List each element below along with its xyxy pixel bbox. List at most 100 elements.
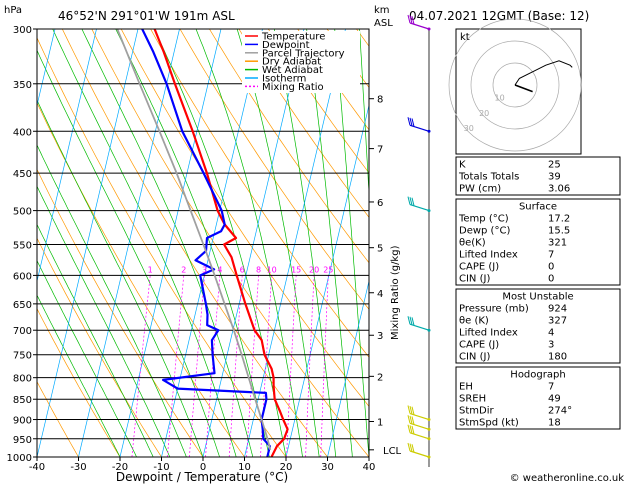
table-box	[455, 156, 621, 196]
unstable-row-value: 327	[548, 316, 567, 327]
wet-adiabat-line	[37, 49, 220, 457]
hodograph: 10 20 30 kt	[448, 18, 582, 152]
isotherm-line	[37, 29, 97, 283]
surface-row-label: Lifted Index	[459, 250, 518, 261]
temperature-line	[153, 29, 289, 457]
pressure-tick-label: 450	[13, 169, 32, 180]
index-row-label: K	[459, 160, 466, 171]
wind-barb-flag	[411, 16, 415, 25]
legend-label: Parcel Trajectory	[262, 48, 345, 59]
surface-row-value: 17.2	[548, 214, 570, 225]
wind-barb-flag	[409, 415, 413, 425]
wind-barb-flag	[407, 442, 411, 452]
wind-barb-dot	[427, 27, 431, 31]
surface-row-value: 0	[548, 274, 554, 285]
index-row-label: Totals Totals	[458, 172, 519, 183]
pressure-tick-label: 750	[13, 351, 32, 362]
surface-row-label: Dewp (°C)	[459, 226, 510, 237]
surface-row-value: 0	[548, 262, 554, 273]
wind-barb-flag	[409, 443, 413, 452]
pressure-tick-label: 500	[13, 207, 32, 218]
temperature-tick-label: 30	[321, 462, 334, 473]
wind-barb-shaft	[409, 323, 430, 331]
km-tick-label: 4	[377, 289, 383, 300]
wind-barb-shaft	[409, 450, 430, 458]
wind-barb-flag	[411, 118, 415, 127]
km-tick-label: 8	[377, 95, 383, 106]
wind-barb-flag	[409, 15, 413, 24]
km-tick-label: 2	[377, 372, 383, 383]
hodograph-row-value: 49	[548, 394, 561, 405]
mixing-ratio-line	[205, 275, 221, 457]
wind-barb-flag	[411, 317, 415, 326]
isotherms	[0, 29, 369, 457]
x-axis-label: Dewpoint / Temperature (°C)	[116, 470, 288, 484]
surface-row-label: CAPE (J)	[459, 262, 499, 273]
hodograph-ring	[470, 40, 560, 130]
unstable-row-label: Lifted Index	[459, 328, 518, 339]
dry-adiabat-line	[91, 29, 369, 457]
index-row-value: 25	[548, 160, 561, 171]
mixing-ratio-line	[305, 275, 315, 457]
wind-barb-flag	[411, 197, 415, 206]
temperature-tick-label: -40	[29, 462, 45, 473]
dewpoint-line	[141, 29, 271, 457]
mixing-ratio-label: 6	[240, 265, 245, 274]
hodograph-row-value: 274°	[548, 406, 572, 417]
mixing-ratio-line	[246, 275, 259, 457]
isotherm-line	[161, 29, 263, 457]
pressure-tick-label: 900	[13, 416, 32, 427]
surface-row-value: 321	[548, 238, 567, 249]
mixing-ratio-line	[189, 275, 205, 457]
unstable-row-label: CAPE (J)	[459, 340, 499, 351]
wind-barb-flag	[407, 14, 411, 24]
mixing-ratio-labels: 1 2 3 4 6 8 10 15 20 25	[148, 265, 334, 274]
dry-adiabat-line	[268, 29, 369, 174]
wind-barb-shaft	[409, 412, 430, 421]
wind-barb-shaft	[409, 204, 430, 212]
wind-barb-flag	[409, 197, 413, 206]
pressure-tick-label: 850	[13, 395, 32, 406]
wet-adiabat-line	[273, 29, 337, 457]
km-tick-label: 7	[377, 145, 383, 156]
isotherm-line	[285, 103, 369, 457]
km-tick-label: 5	[377, 244, 383, 255]
mixing-ratio-label: 3	[202, 265, 207, 274]
wind-barb-flag	[411, 406, 415, 415]
pressure-tick-label: 600	[13, 271, 32, 282]
km-unit: km	[374, 5, 390, 16]
isobars	[37, 28, 369, 458]
pressure-tick-label: 1000	[7, 453, 32, 464]
dry-adiabat-line	[209, 29, 369, 264]
km-tick-label: 1	[377, 418, 383, 429]
unstable-title: Most Unstable	[502, 292, 573, 303]
dry-adiabat-line	[37, 380, 79, 457]
isotherm-line	[0, 29, 14, 457]
hodograph-row-label: SREH	[459, 394, 486, 405]
wind-barb-flag	[409, 425, 413, 434]
isotherm-line	[119, 29, 222, 457]
wind-barb-flag	[409, 117, 413, 126]
hodograph-mean-arrow	[514, 84, 533, 93]
lcl-label: LCL	[383, 446, 402, 457]
legend-label: Wet Adiabat	[262, 65, 323, 76]
legend-label: Isotherm	[262, 74, 306, 85]
wind-barb-flag	[407, 405, 411, 414]
hodograph-ring-label: 20	[479, 109, 489, 118]
mixing-ratio-label: 4	[217, 265, 222, 274]
legend-background	[242, 31, 360, 93]
surface-row-label: θe(K)	[459, 238, 486, 249]
temperature-tick-label: 20	[280, 462, 293, 473]
hodograph-frame	[455, 28, 582, 155]
mixing-ratio-line	[286, 275, 297, 457]
hodograph-table-title: Hodograph	[510, 370, 565, 381]
indices-table: K 25 Totals Totals 39 PW (cm) 3.06 Surface Temp…	[455, 156, 621, 430]
mixing-ratio-lines	[131, 275, 329, 457]
mixing-ratio-axis-label: Mixing Ratio (g/kg)	[390, 245, 401, 340]
wind-barb-flag	[409, 316, 413, 325]
pressure-tick-label: 650	[13, 300, 32, 311]
wind-barb-flag	[411, 444, 415, 453]
legend-label: Mixing Ratio	[262, 82, 324, 93]
